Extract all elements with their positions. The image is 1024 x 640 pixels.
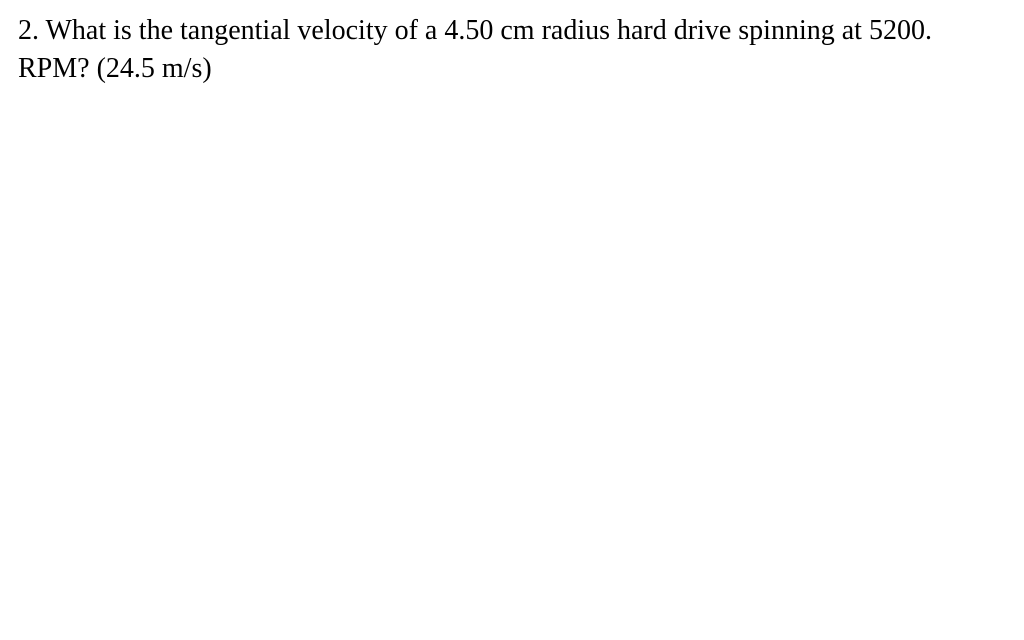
question-text: 2. What is the tangential velocity of a … [18, 12, 1006, 88]
